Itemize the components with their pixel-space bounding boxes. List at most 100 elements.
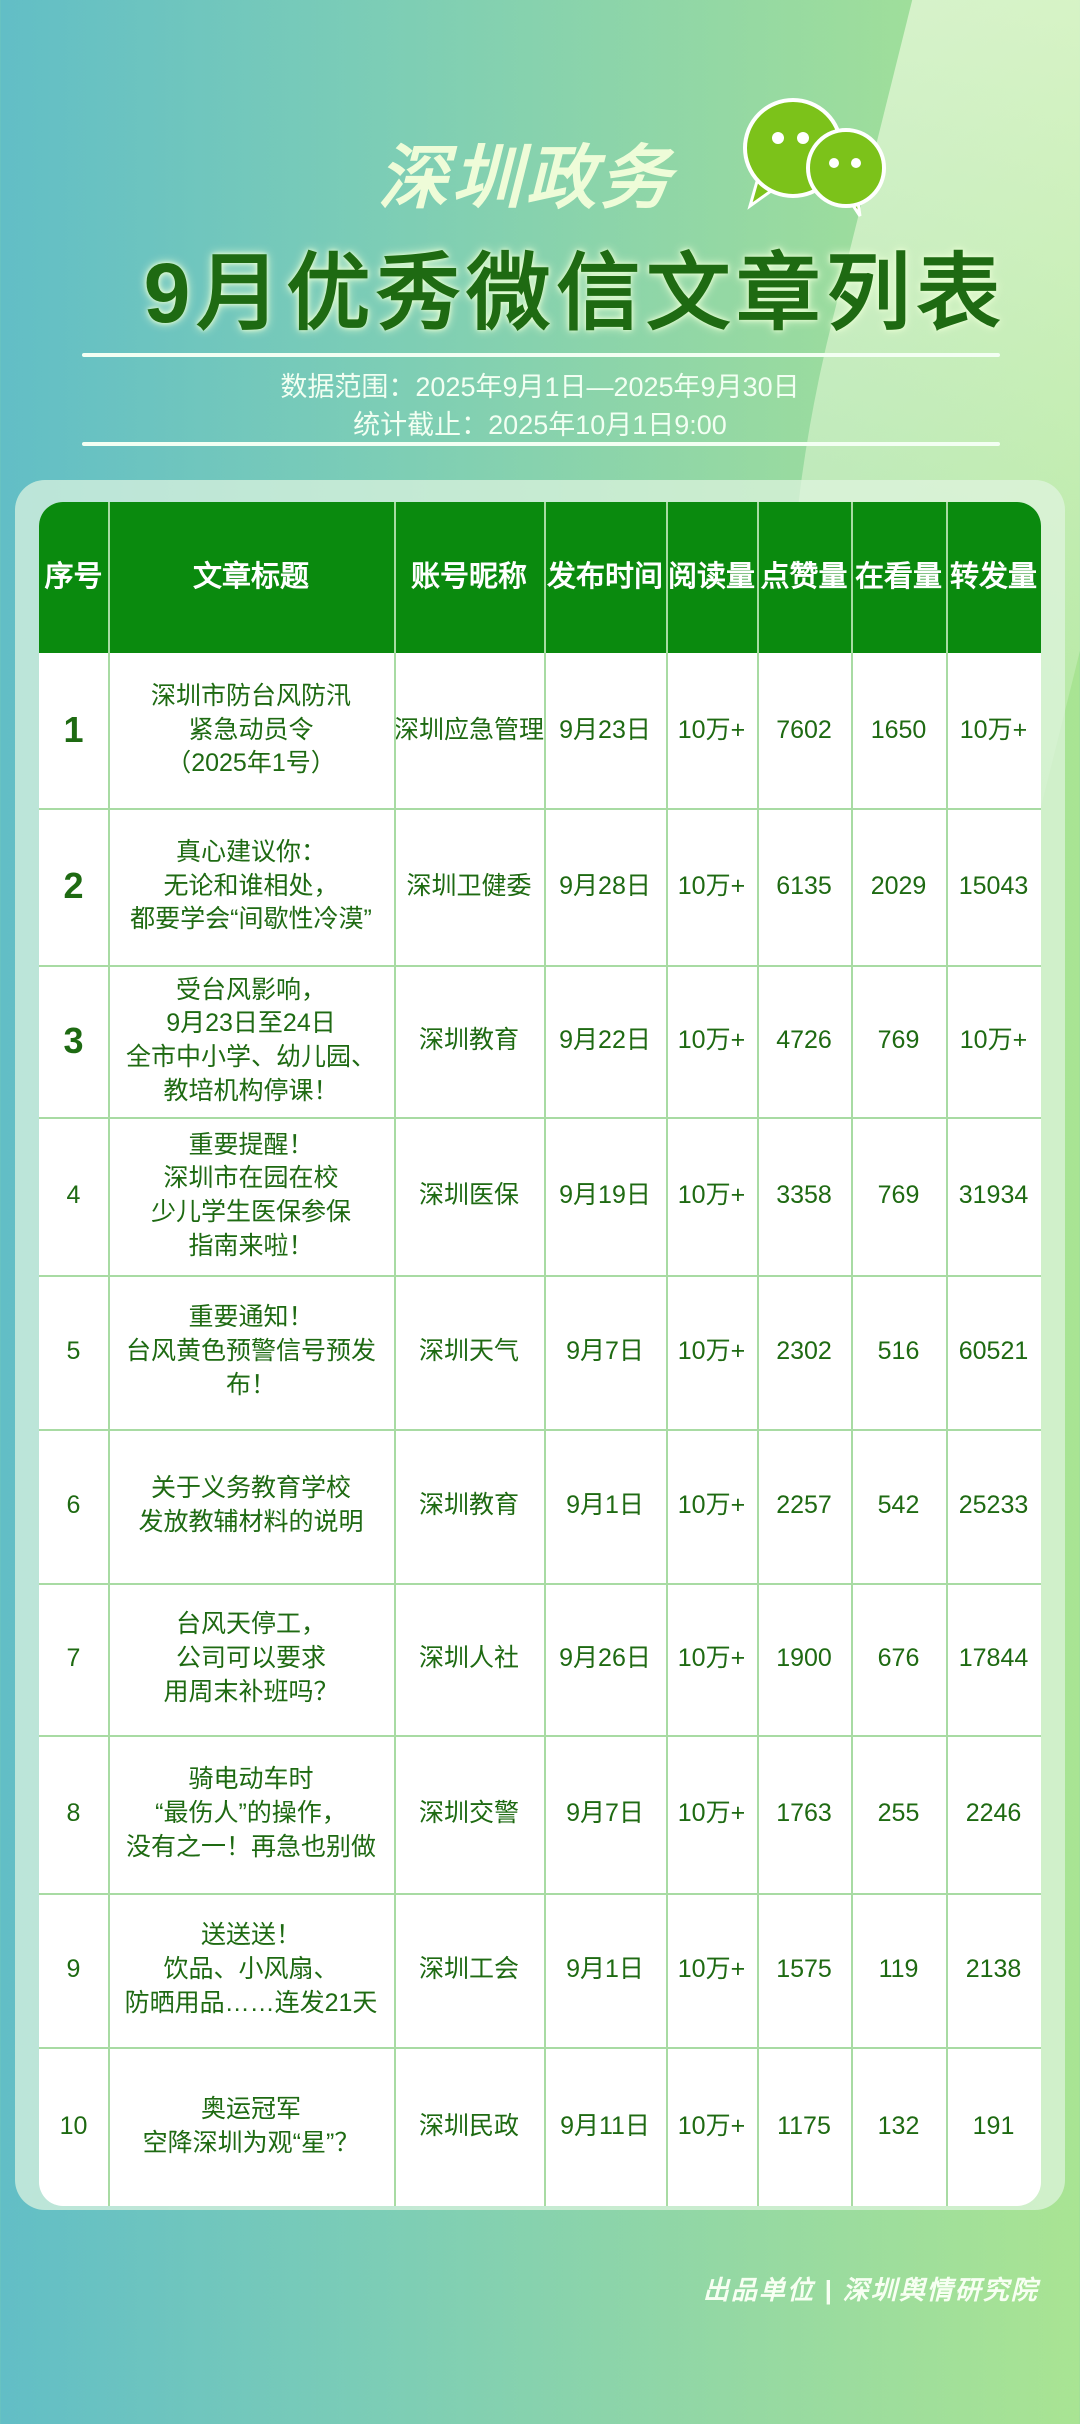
cell-wows: 119: [878, 1955, 919, 1984]
cell-reads: 10万+: [677, 1026, 746, 1055]
cell-likes: 6135: [776, 871, 832, 900]
cell-reads: 10万+: [677, 2111, 746, 2140]
cell-wows: 542: [877, 1491, 920, 1520]
cell-reads: 10万+: [677, 871, 746, 900]
cell-rank: 10: [59, 2111, 88, 2140]
cell-title: 送送送！ 饮品、小风扇、 防晒用品……连发21天: [124, 1921, 378, 2017]
cell-rank: 6: [66, 1491, 81, 1520]
cell-likes: 1175: [777, 2111, 831, 2140]
cell-title: 深圳市防台风防汛 紧急动员令 （2025年1号）: [150, 681, 351, 778]
cell-rank: 7: [66, 1644, 81, 1673]
cell-shares: 60521: [958, 1337, 1029, 1366]
row-divider: [39, 1583, 1041, 1585]
divider: [82, 442, 1000, 446]
cell-account: 深圳教育: [418, 1026, 519, 1055]
cell-rank: 3: [63, 1019, 84, 1061]
cell-date: 9月19日: [559, 1181, 651, 1210]
column-divider: [757, 502, 759, 2206]
cell-title: 关于义务教育学校 发放教辅材料的说明: [138, 1474, 364, 1536]
row-divider: [39, 965, 1041, 967]
cell-shares: 191: [972, 2111, 1015, 2140]
cell-date: 9月7日: [566, 1337, 644, 1366]
row-divider: [39, 1275, 1041, 1277]
cell-reads: 10万+: [677, 1799, 746, 1828]
data-range: 数据范围：2025年9月1日—2025年9月30日: [280, 372, 800, 402]
column-header-likes: 点赞量: [760, 560, 848, 593]
cell-shares: 17844: [958, 1644, 1029, 1673]
cell-date: 9月11日: [560, 2111, 650, 2140]
cell-shares: 2246: [965, 1799, 1022, 1828]
cell-wows: 769: [877, 1026, 920, 1055]
cell-title: 骑电动车时 “最伤人”的操作， 没有之一！再急也别做: [125, 1765, 376, 1861]
column-header-rank: 序号: [44, 560, 103, 593]
cell-wows: 769: [877, 1181, 920, 1210]
cell-likes: 2257: [776, 1491, 832, 1520]
cell-wows: 2029: [870, 871, 927, 900]
cell-shares: 31934: [958, 1181, 1029, 1210]
cell-rank: 2: [63, 865, 84, 907]
cell-likes: 2302: [776, 1337, 832, 1366]
row-divider: [39, 1735, 1041, 1737]
table-header: [39, 502, 1041, 653]
cell-shares: 25233: [958, 1491, 1029, 1520]
cell-wows: 255: [877, 1799, 920, 1828]
cell-account: 深圳应急管理: [394, 715, 545, 744]
cell-title: 奥运冠军 空降深圳为观“星”？: [142, 2094, 360, 2157]
cell-date: 9月1日: [566, 1955, 644, 1984]
row-divider: [39, 1429, 1041, 1431]
cell-wows: 516: [877, 1337, 920, 1366]
cell-rank: 1: [63, 709, 84, 751]
cell-account: 深圳民政: [418, 2111, 519, 2140]
column-header-date: 发布时间: [546, 560, 663, 593]
cell-likes: 3358: [776, 1181, 832, 1210]
cell-date: 9月23日: [559, 715, 651, 744]
cell-title: 真心建议你： 无论和谁相处， 都要学会“间歇性冷漠”: [130, 837, 372, 934]
cell-account: 深圳天气: [418, 1337, 519, 1366]
cell-wows: 1650: [870, 715, 927, 744]
divider: [82, 353, 1000, 357]
cell-likes: 7602: [776, 715, 832, 744]
cell-reads: 10万+: [677, 1491, 746, 1520]
cell-title: 重要提醒！ 深圳市在园在校 少儿学生医保参保 指南来啦！: [150, 1130, 351, 1260]
cell-reads: 10万+: [677, 1955, 746, 1984]
cell-account: 深圳人社: [418, 1644, 519, 1673]
row-divider: [39, 808, 1041, 810]
column-header-reads: 阅读量: [667, 560, 755, 593]
column-divider: [946, 502, 948, 2206]
cell-account: 深圳交警: [418, 1799, 519, 1828]
cell-rank: 9: [66, 1955, 81, 1984]
cell-account: 深圳医保: [418, 1181, 519, 1210]
cell-title: 台风天停工， 公司可以要求 用周末补班吗？: [163, 1610, 339, 1706]
cell-account: 深圳卫健委: [406, 871, 532, 900]
brand-title: 深圳政务: [378, 139, 674, 217]
cell-wows: 132: [877, 2111, 920, 2140]
cutoff-time: 统计截止：2025年10月1日9:00: [353, 410, 727, 440]
cell-shares: 15043: [958, 871, 1029, 900]
cell-account: 深圳工会: [418, 1955, 519, 1984]
article-table: 序号 文章标题 账号昵称 发布时间 阅读量 点赞量 在看量 转发量 1 深圳市防台风防汛 紧急动员…: [39, 502, 1041, 2206]
cell-rank: 5: [66, 1337, 81, 1366]
cell-date: 9月26日: [559, 1644, 651, 1673]
cell-shares: 10万+: [959, 715, 1028, 744]
column-header-title: 文章标题: [192, 560, 309, 593]
column-divider: [851, 502, 853, 2206]
cell-account: 深圳教育: [418, 1491, 519, 1520]
cell-likes: 1763: [776, 1799, 832, 1828]
cell-wows: 676: [877, 1644, 920, 1673]
column-divider: [666, 502, 668, 2206]
cell-likes: 1575: [776, 1955, 832, 1984]
cell-shares: 2138: [965, 1955, 1022, 1984]
cell-date: 9月28日: [559, 871, 651, 900]
row-divider: [39, 1117, 1041, 1119]
column-divider: [394, 502, 396, 2206]
cell-likes: 4726: [776, 1026, 832, 1055]
cell-reads: 10万+: [677, 1181, 746, 1210]
cell-date: 9月7日: [566, 1799, 644, 1828]
column-header-wows: 在看量: [854, 560, 942, 593]
cell-date: 9月1日: [566, 1491, 644, 1520]
cell-reads: 10万+: [677, 1337, 746, 1366]
cell-likes: 1900: [776, 1644, 832, 1673]
cell-rank: 8: [66, 1799, 81, 1828]
column-divider: [108, 502, 110, 2206]
wechat-icon: [743, 98, 886, 217]
